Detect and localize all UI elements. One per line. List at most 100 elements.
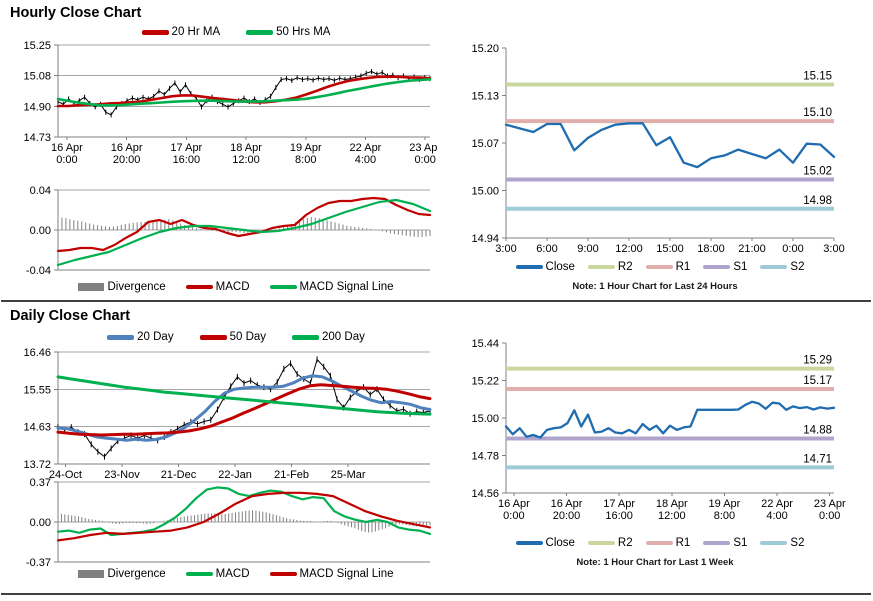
svg-text:4:00: 4:00	[766, 510, 787, 522]
legend-swatch-icon	[515, 541, 543, 545]
legend-item-close: Close	[515, 261, 575, 273]
legend-label: Divergence	[107, 568, 166, 580]
svg-text:0.04: 0.04	[30, 185, 51, 197]
legend-label: 200 Day	[322, 331, 365, 343]
svg-text:21-Feb: 21-Feb	[274, 469, 309, 481]
legend-label: S2	[790, 537, 805, 549]
svg-text:15.44: 15.44	[471, 338, 499, 350]
svg-text:17 Apr: 17 Apr	[603, 498, 635, 510]
legend-swatch-icon	[587, 541, 615, 545]
weekly-pivot-chart: 15.44 15.22 15.00 14.78 14.56 15.29 15.17 14.88…	[440, 336, 870, 536]
legend-label: MACD Signal Line	[299, 568, 394, 580]
svg-text:3:00: 3:00	[495, 243, 516, 255]
daily-price-chart: 16.46 15.55 14.63 13.72 24-Oct 23-Nov 21-Dec 22…	[6, 344, 438, 484]
legend-swatch-icon	[645, 265, 673, 269]
legend-label: Close	[545, 537, 575, 549]
legend-label: MACD Signal Line	[299, 281, 394, 293]
weekly-pivot-note: Note: 1 Hour Chart for Last 1 Week	[576, 557, 734, 568]
legend-item-50-day: 50 Day	[199, 331, 267, 343]
legend-item-r2: R2	[587, 537, 633, 549]
svg-text:15.10: 15.10	[803, 107, 832, 119]
hourly-pivot-chart: 15.20 15.13 15.07 15.00 14.94 15.15 15.10 15.02…	[440, 34, 870, 266]
svg-text:12:00: 12:00	[615, 243, 643, 255]
legend-item-20-day: 20 Day	[107, 331, 174, 343]
svg-text:15.20: 15.20	[471, 43, 499, 55]
svg-text:18 Apr: 18 Apr	[230, 142, 262, 154]
svg-text:23 Apr: 23 Apr	[814, 498, 846, 510]
legend-label: MACD	[215, 281, 250, 293]
svg-text:14.63: 14.63	[23, 422, 51, 434]
legend-item-s2: S2	[760, 537, 804, 549]
svg-text:16 Apr: 16 Apr	[111, 142, 143, 154]
legend-label: 50 Day	[229, 331, 267, 343]
svg-text:24-Oct: 24-Oct	[49, 469, 82, 481]
legend-swatch-icon	[141, 29, 169, 35]
svg-text:18 Apr: 18 Apr	[656, 498, 688, 510]
legend-item-s2: S2	[760, 261, 804, 273]
svg-text:0:00: 0:00	[503, 510, 524, 522]
legend-item-s1: S1	[703, 537, 747, 549]
svg-text:15:00: 15:00	[656, 243, 684, 255]
svg-text:16:00: 16:00	[173, 154, 201, 166]
legend-swatch-icon	[78, 570, 105, 578]
hourly-pivot-legend: Close R2 R1 S1 S2	[460, 261, 860, 273]
svg-text:0:00: 0:00	[819, 510, 840, 522]
svg-text:0:00: 0:00	[782, 243, 803, 255]
legend-label: 50 Hrs MA	[276, 26, 331, 38]
svg-text:13.72: 13.72	[23, 459, 51, 471]
legend-swatch-icon	[107, 334, 135, 340]
svg-text:12:00: 12:00	[658, 510, 686, 522]
svg-text:16 Apr: 16 Apr	[498, 498, 530, 510]
svg-text:0.37: 0.37	[30, 477, 51, 489]
svg-text:14.56: 14.56	[471, 488, 499, 500]
svg-text:8:00: 8:00	[295, 154, 316, 166]
weekly-pivot-legend: Close R2 R1 S1 S2	[460, 537, 860, 549]
legend-item-macd-signal-line: MACD Signal Line	[269, 281, 394, 293]
legend-item-divergence: Divergence	[78, 281, 166, 293]
svg-text:0.00: 0.00	[30, 225, 51, 237]
legend-item-macd: MACD	[185, 568, 250, 580]
svg-text:14.98: 14.98	[803, 195, 832, 207]
legend-item-200-day: 200 Day	[292, 331, 365, 343]
svg-text:22 Apr: 22 Apr	[761, 498, 793, 510]
legend-swatch-icon	[185, 572, 213, 576]
svg-text:14.90: 14.90	[23, 101, 51, 113]
legend-label: R2	[617, 261, 633, 273]
legend-label: Close	[545, 261, 575, 273]
svg-text:17 Apr: 17 Apr	[170, 142, 202, 154]
legend-swatch-icon	[760, 541, 788, 545]
daily-section-title: Daily Close Chart	[10, 308, 131, 324]
svg-text:6:00: 6:00	[536, 243, 557, 255]
legend-item-close: Close	[515, 537, 575, 549]
legend-item-r1: R1	[645, 261, 691, 273]
svg-text:19 Apr: 19 Apr	[290, 142, 322, 154]
daily-price-legend: 20 Day 50 Day 200 Day	[36, 331, 436, 343]
svg-text:15.13: 15.13	[471, 91, 499, 103]
legend-label: R1	[675, 261, 691, 273]
hourly-section-title: Hourly Close Chart	[10, 5, 142, 21]
svg-text:0:00: 0:00	[56, 154, 77, 166]
hourly-price-legend: 20 Hr MA 50 Hrs MA	[36, 26, 436, 38]
legend-swatch-icon	[246, 29, 274, 35]
section-divider	[1, 593, 871, 595]
legend-item-20-hr-ma: 20 Hr MA	[141, 26, 220, 38]
svg-text:20:00: 20:00	[553, 510, 581, 522]
svg-text:15.22: 15.22	[471, 376, 499, 388]
legend-swatch-icon	[269, 572, 297, 576]
legend-item-s1: S1	[703, 261, 747, 273]
legend-item-macd-signal-line: MACD Signal Line	[269, 568, 394, 580]
svg-text:4:00: 4:00	[355, 154, 376, 166]
svg-text:14.94: 14.94	[471, 233, 499, 245]
section-divider	[1, 300, 871, 302]
svg-text:15.00: 15.00	[471, 186, 499, 198]
legend-swatch-icon	[645, 541, 673, 545]
daily-macd-chart: 0.37 0.00 -0.37	[6, 474, 438, 574]
svg-text:22 Apr: 22 Apr	[350, 142, 382, 154]
legend-swatch-icon	[78, 283, 105, 291]
svg-text:9:00: 9:00	[577, 243, 598, 255]
svg-text:15.17: 15.17	[803, 375, 832, 387]
hourly-macd-chart: 0.04 0.00 -0.04	[6, 180, 438, 280]
legend-swatch-icon	[703, 541, 731, 545]
svg-text:23 Apr: 23 Apr	[409, 142, 438, 154]
